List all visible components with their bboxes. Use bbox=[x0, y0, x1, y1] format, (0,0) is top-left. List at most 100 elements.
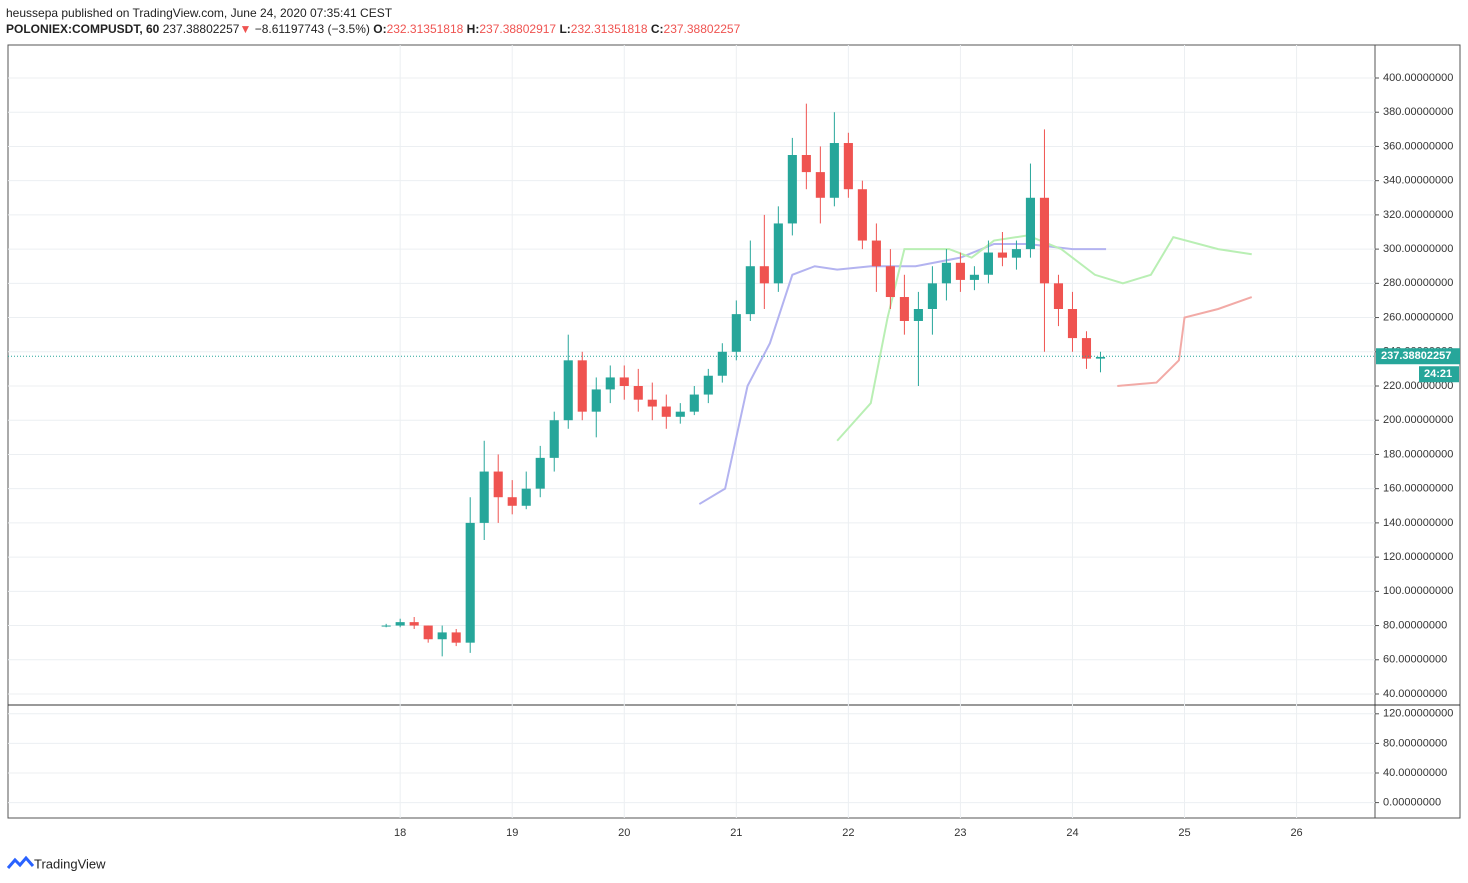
publisher: heussepa published on TradingView.com, J… bbox=[6, 6, 393, 20]
y-tick-label: 400.00000000 bbox=[1383, 72, 1453, 84]
y-tick-label: 280.00000000 bbox=[1383, 277, 1453, 289]
candle-body bbox=[857, 189, 867, 241]
candle-body bbox=[899, 297, 909, 321]
candle-body bbox=[451, 632, 461, 643]
y-tick-label: 200.00000000 bbox=[1383, 414, 1453, 426]
y-tick-label: 320.00000000 bbox=[1383, 209, 1453, 221]
candle-body bbox=[759, 266, 769, 284]
candle-body bbox=[913, 309, 923, 321]
candle-body bbox=[731, 314, 741, 352]
x-tick-label: 24 bbox=[1066, 827, 1078, 839]
candle-body bbox=[521, 488, 531, 506]
x-tick-label: 22 bbox=[842, 827, 854, 839]
candle-body bbox=[773, 223, 783, 284]
x-tick-label: 23 bbox=[954, 827, 966, 839]
y-tick-label: 220.00000000 bbox=[1383, 380, 1453, 392]
candle-body bbox=[465, 522, 475, 643]
y-tick-label: 160.00000000 bbox=[1383, 483, 1453, 495]
candle-body bbox=[1095, 356, 1106, 359]
c-label: C: bbox=[650, 22, 664, 36]
candle-body bbox=[801, 155, 811, 173]
candle-body bbox=[1053, 283, 1064, 309]
y-tick-label: 380.00000000 bbox=[1383, 106, 1453, 118]
y-tick-label: 60.00000000 bbox=[1383, 654, 1447, 666]
candle-body bbox=[647, 399, 657, 407]
y-tick-label: 40.00000000 bbox=[1383, 688, 1447, 700]
candle-body bbox=[745, 266, 755, 315]
candle-body bbox=[1025, 197, 1036, 250]
candle-body bbox=[591, 389, 601, 412]
y-tick-label: 300.00000000 bbox=[1383, 243, 1453, 255]
candle-body bbox=[675, 411, 685, 417]
candle-body bbox=[1081, 338, 1092, 359]
candle-body bbox=[549, 420, 559, 458]
x-tick-label: 21 bbox=[730, 827, 742, 839]
x-tick-label: 26 bbox=[1290, 827, 1302, 839]
candle-body bbox=[423, 625, 433, 640]
o-label: O: bbox=[373, 22, 387, 36]
x-tick-label: 18 bbox=[394, 827, 406, 839]
indicator-line bbox=[1117, 296, 1253, 387]
candle-body bbox=[787, 155, 797, 224]
candle-body bbox=[535, 457, 545, 489]
change: −8.61197743 (−3.5%) bbox=[254, 22, 370, 36]
candle-body bbox=[941, 262, 951, 284]
candle-body bbox=[1067, 309, 1078, 339]
candle-body bbox=[507, 497, 517, 506]
indicator-line bbox=[698, 242, 1107, 505]
y-tick-label: 80.00000000 bbox=[1383, 619, 1447, 631]
y-tick-label: 140.00000000 bbox=[1383, 517, 1453, 529]
y-tick-label: 180.00000000 bbox=[1383, 448, 1453, 460]
candle-body bbox=[1011, 249, 1021, 258]
candle-body bbox=[983, 252, 993, 275]
candle-body bbox=[815, 172, 825, 198]
candle-body bbox=[563, 360, 573, 421]
x-tick-label: 20 bbox=[618, 827, 630, 839]
candle-body bbox=[927, 283, 937, 309]
l: 232.31351818 bbox=[570, 22, 648, 36]
last: 237.38802257 bbox=[162, 22, 240, 36]
x-tick-label: 25 bbox=[1178, 827, 1190, 839]
y2-tick-label: 80.00000000 bbox=[1383, 737, 1447, 749]
o: 232.31351818 bbox=[386, 22, 464, 36]
candle-body bbox=[955, 262, 965, 280]
candle-body bbox=[969, 274, 979, 280]
y-tick-label: 120.00000000 bbox=[1383, 551, 1453, 563]
candle-body bbox=[829, 143, 839, 198]
candle-body bbox=[843, 143, 853, 190]
candle-body bbox=[871, 240, 881, 267]
candle-body bbox=[395, 622, 405, 626]
candle-body bbox=[493, 471, 503, 498]
x-tick-label: 19 bbox=[506, 827, 518, 839]
logo bbox=[6, 855, 35, 869]
l-label: L: bbox=[559, 22, 571, 36]
price-tag bbox=[1376, 348, 1460, 365]
candle-body bbox=[633, 386, 643, 400]
y2-tick-label: 0.00000000 bbox=[1383, 797, 1441, 809]
candle-body bbox=[885, 266, 895, 298]
y-tick-label: 340.00000000 bbox=[1383, 175, 1453, 187]
candle-body bbox=[997, 252, 1007, 258]
candle-body bbox=[689, 394, 699, 412]
ohlc-line: POLONIEX:COMPUSDT, 60 237.38802257▼ −8.6… bbox=[6, 22, 740, 36]
candle-body bbox=[703, 375, 713, 395]
candle-body bbox=[1039, 197, 1050, 284]
candle-body bbox=[717, 351, 727, 376]
y2-tick-label: 120.00000000 bbox=[1383, 708, 1453, 720]
y-tick-label: 360.00000000 bbox=[1383, 140, 1453, 152]
y2-tick-label: 40.00000000 bbox=[1383, 767, 1447, 779]
candle-body bbox=[409, 622, 419, 626]
frame bbox=[7, 44, 1461, 819]
countdown-tag bbox=[1419, 366, 1459, 383]
h-label: H: bbox=[466, 22, 480, 36]
candle-body bbox=[479, 471, 489, 523]
h: 237.38802917 bbox=[479, 22, 557, 36]
symbol: POLONIEX:COMPUSDT, 60 bbox=[6, 22, 160, 36]
arrow: ▼ bbox=[239, 22, 252, 36]
c: 237.38802257 bbox=[663, 22, 741, 36]
candle-body bbox=[437, 632, 447, 640]
candle-body bbox=[619, 377, 629, 386]
candle-body bbox=[605, 377, 615, 390]
